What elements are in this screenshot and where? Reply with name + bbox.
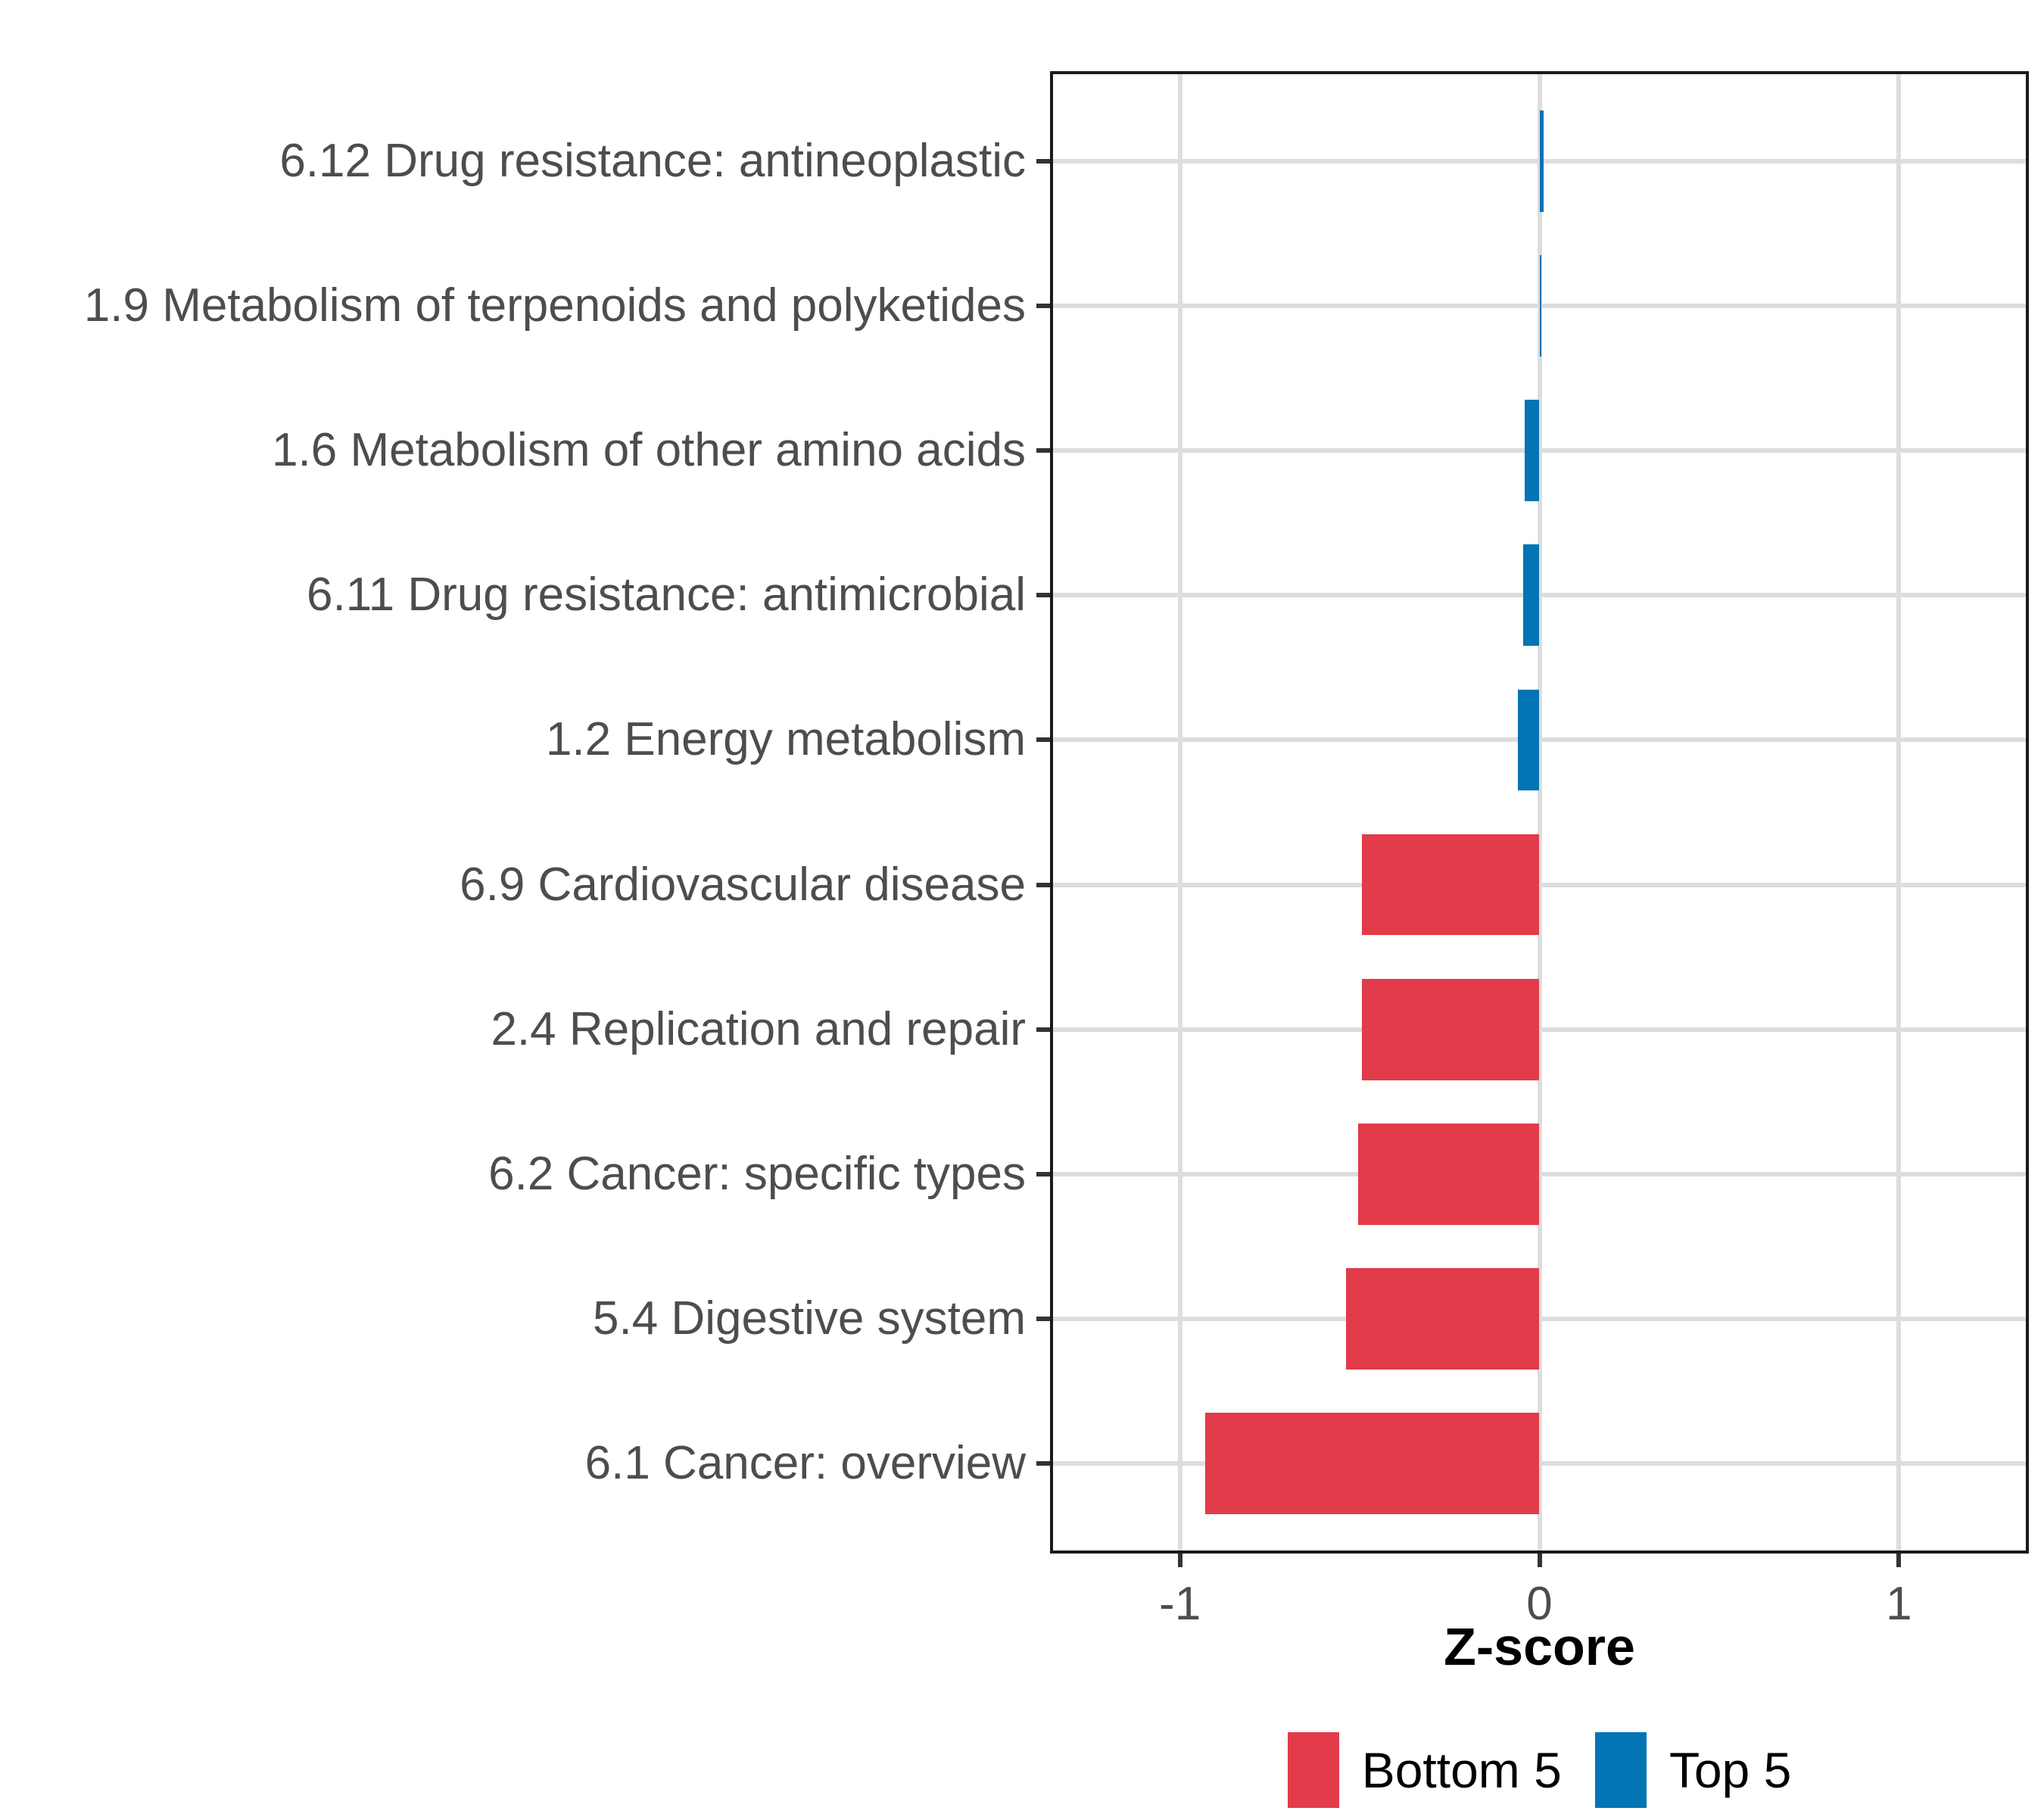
major-gridline-row [1053, 1317, 2026, 1322]
bar-top5 [1524, 400, 1540, 501]
major-gridline-x-0 [1537, 74, 1542, 1551]
bar-top5 [1539, 254, 1541, 357]
major-gridline-row [1053, 882, 2026, 887]
y-tick-mark [1036, 882, 1050, 887]
legend-key-swatch [1594, 1732, 1647, 1808]
x-tick-mark [1177, 1554, 1182, 1567]
y-axis-label: 6.1 Cancer: overview [584, 1437, 1026, 1490]
y-tick-mark [1036, 1171, 1050, 1177]
major-gridline-x-1 [1896, 74, 1902, 1551]
y-axis-label: 5.4 Digestive system [593, 1292, 1026, 1345]
bar-bottom5 [1361, 978, 1540, 1080]
y-tick-mark [1036, 1027, 1050, 1032]
major-gridline-row [1053, 593, 2026, 598]
major-gridline-row [1053, 448, 2026, 453]
x-axis-title: Z-score [1444, 1617, 1635, 1676]
y-axis-label: 6.12 Drug resistance: antineoplastic [279, 134, 1026, 187]
x-axis-tick-label: 1 [1886, 1578, 1912, 1630]
x-axis-tick-label: -1 [1159, 1578, 1201, 1630]
bar-top5 [1539, 110, 1544, 212]
y-axis-label: 6.11 Drug resistance: antimicrobial [307, 569, 1026, 622]
bar-bottom5 [1357, 1124, 1540, 1225]
legend-entry-label: Top 5 [1669, 1742, 1792, 1798]
y-tick-mark [1036, 448, 1050, 453]
bar-top5 [1518, 689, 1540, 791]
bar-bottom5 [1204, 1413, 1540, 1515]
legend-entry-bottom-5: Bottom 5 [1287, 1732, 1562, 1808]
legend-entry-label: Bottom 5 [1361, 1742, 1562, 1798]
legend-entry-top-5: Top 5 [1594, 1732, 1792, 1808]
major-gridline-row [1053, 1027, 2026, 1032]
major-gridline-row [1053, 1461, 2026, 1466]
legend: Bottom 5 Top 5 [1053, 1732, 2026, 1808]
y-axis-label: 6.9 Cardiovascular disease [460, 858, 1026, 911]
x-tick-mark [1896, 1554, 1902, 1567]
y-axis-label: 2.4 Replication and repair [491, 1002, 1026, 1055]
major-gridline-row [1053, 1171, 2026, 1177]
y-axis-label: 1.9 Metabolism of terpenoids and polyket… [83, 279, 1026, 332]
y-axis-label: 1.6 Metabolism of other amino acids [272, 424, 1026, 477]
bar-bottom5 [1362, 834, 1540, 936]
major-gridline-row [1053, 737, 2026, 743]
y-tick-mark [1036, 1317, 1050, 1322]
major-gridline-x--1 [1177, 74, 1182, 1551]
y-tick-mark [1036, 1461, 1050, 1466]
y-axis-label: 6.2 Cancer: specific types [488, 1147, 1026, 1200]
bar-top5 [1522, 544, 1540, 647]
x-axis-tick-label: 0 [1526, 1578, 1553, 1630]
y-tick-mark [1036, 303, 1050, 308]
y-tick-mark [1036, 158, 1050, 164]
bar-bottom5 [1346, 1268, 1540, 1370]
x-tick-mark [1537, 1554, 1542, 1567]
legend-key-swatch [1287, 1732, 1339, 1808]
y-tick-mark [1036, 737, 1050, 743]
y-axis-label: 1.2 Energy metabolism [545, 713, 1026, 766]
y-tick-mark [1036, 593, 1050, 598]
